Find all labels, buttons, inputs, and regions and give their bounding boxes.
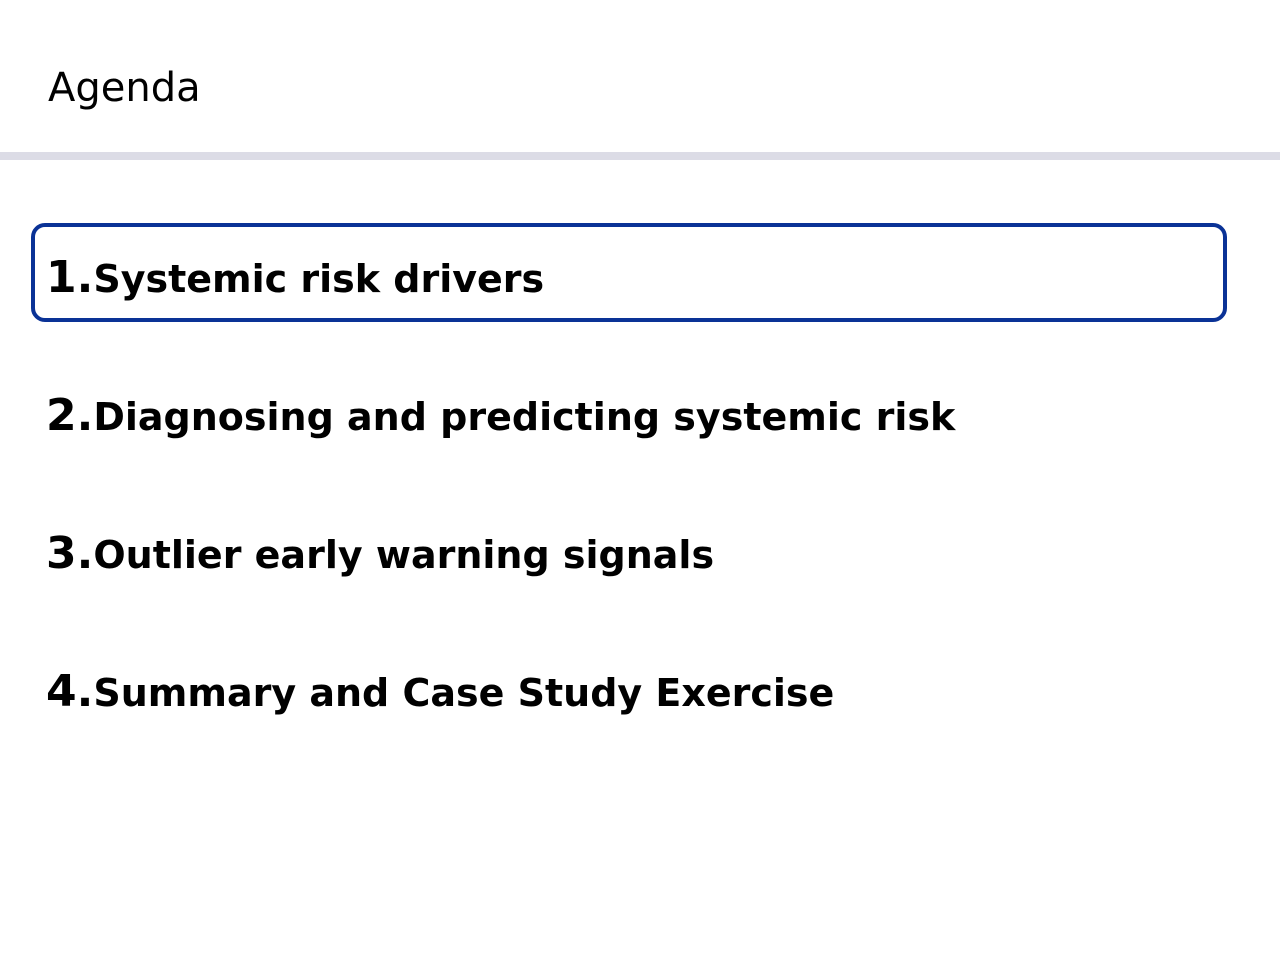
agenda-item-2[interactable]: 2. Diagnosing and predicting systemic ri… xyxy=(46,388,955,444)
agenda-item-1[interactable]: 1. Systemic risk drivers xyxy=(46,250,544,306)
slide-title: Agenda xyxy=(48,65,201,111)
agenda-item-4[interactable]: 4. Summary and Case Study Exercise xyxy=(46,664,834,720)
agenda-item-label: Summary and Case Study Exercise xyxy=(93,671,835,715)
agenda-item-number: 2. xyxy=(46,390,94,441)
agenda-item-3[interactable]: 3. Outlier early warning signals xyxy=(46,526,714,582)
agenda-item-label: Diagnosing and predicting systemic risk xyxy=(93,395,956,439)
agenda-item-label: Systemic risk drivers xyxy=(93,257,545,301)
title-divider xyxy=(0,152,1280,160)
agenda-item-label: Outlier early warning signals xyxy=(93,533,715,577)
agenda-item-number: 3. xyxy=(46,528,94,579)
agenda-item-number: 1. xyxy=(46,252,94,303)
agenda-item-number: 4. xyxy=(46,666,94,717)
